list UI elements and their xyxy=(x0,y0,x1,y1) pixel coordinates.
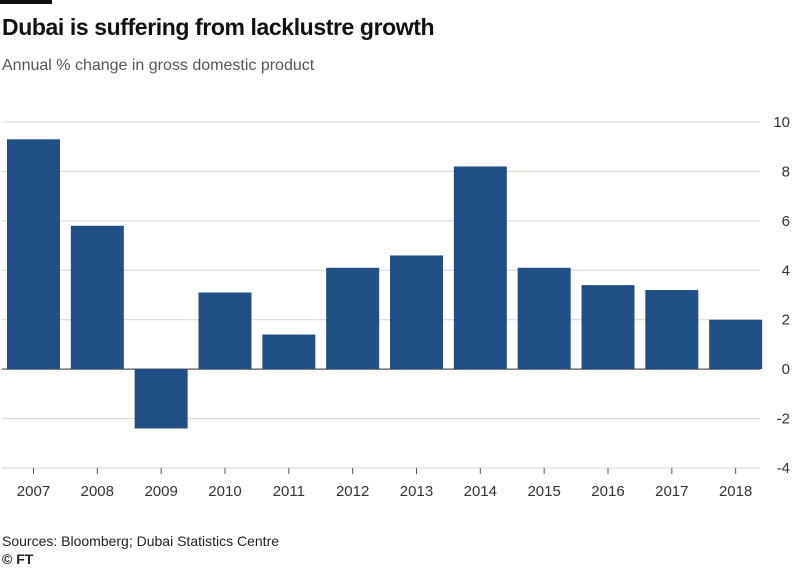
bar-2009 xyxy=(134,369,188,429)
y-tick-label: 2 xyxy=(782,312,790,329)
credit-note: © FT xyxy=(2,551,34,567)
bar-2015 xyxy=(517,267,571,370)
y-tick-label: 4 xyxy=(782,262,790,279)
bar-layer xyxy=(7,139,763,429)
bar-2012 xyxy=(326,267,380,370)
x-tick-label: 2008 xyxy=(81,483,114,500)
bar-2014 xyxy=(453,166,507,370)
y-tick-label: -4 xyxy=(777,460,790,477)
top-accent-bar xyxy=(0,0,52,4)
bar-2011 xyxy=(262,334,316,370)
y-tick-label: 6 xyxy=(782,213,790,230)
grid-layer xyxy=(2,121,760,469)
y-tick-label: 8 xyxy=(782,163,790,180)
x-tick-label: 2018 xyxy=(719,483,752,500)
bar-chart: -4 -2 0 2 4 6 8 10 2007 2008 2009 2010 2011 2012 2013… xyxy=(2,114,790,500)
chart-title: Dubai is suffering from lacklustre growt… xyxy=(2,14,435,40)
x-tick-label: 2014 xyxy=(464,483,497,500)
bar-2016 xyxy=(581,285,635,370)
y-tick-label: 0 xyxy=(782,361,790,378)
bar-2010 xyxy=(198,292,252,370)
x-tick-label: 2013 xyxy=(400,483,433,500)
x-tick-label: 2007 xyxy=(17,483,50,500)
y-tick-layer: -4 -2 0 2 4 6 8 10 xyxy=(773,114,790,477)
bar-2008 xyxy=(70,225,124,370)
source-note: Sources: Bloomberg; Dubai Statistics Cen… xyxy=(2,533,280,549)
x-tick-label: 2010 xyxy=(208,483,241,500)
bar-2018 xyxy=(709,319,763,370)
bar-2007 xyxy=(7,139,60,370)
x-tick-label: 2017 xyxy=(655,483,688,500)
x-tick-label: 2012 xyxy=(336,483,369,500)
bar-2017 xyxy=(645,290,699,370)
x-tick-label: 2016 xyxy=(591,483,624,500)
bar-2013 xyxy=(390,255,443,370)
x-tick-label: 2015 xyxy=(527,483,560,500)
x-tick-label: 2009 xyxy=(144,483,177,500)
y-tick-label: 10 xyxy=(773,114,790,131)
chart-subtitle: Annual % change in gross domestic produc… xyxy=(2,57,315,74)
x-tick-label: 2011 xyxy=(273,483,305,500)
x-tick-layer: 2007 2008 2009 2010 2011 2012 2013 2014 2015 2016… xyxy=(17,468,752,500)
y-tick-label: -2 xyxy=(777,411,790,428)
